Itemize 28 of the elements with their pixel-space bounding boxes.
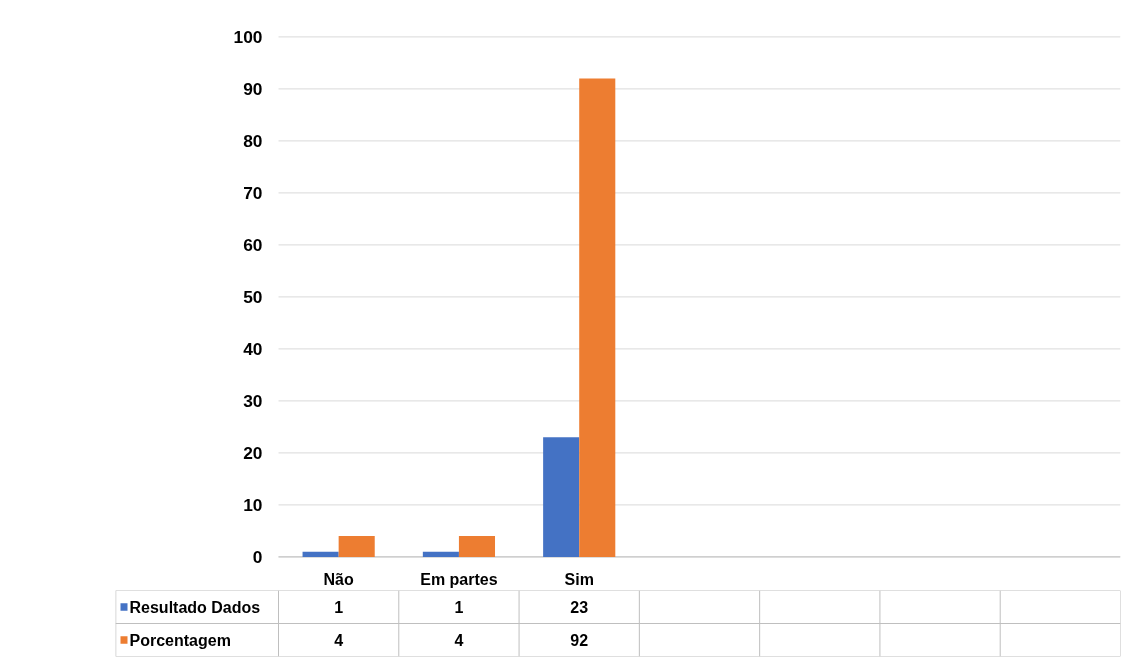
bar [458,536,496,557]
data-label: 4 [334,632,344,649]
y-tick-label: 50 [243,286,263,307]
y-tick-label: 30 [243,390,263,411]
bar [543,437,580,557]
y-tick-label: 0 [252,546,263,567]
data-label: 92 [570,632,589,649]
x-tick-label: Não [323,570,354,588]
y-tick-label: 10 [243,494,263,515]
bar [579,78,616,557]
bar [422,551,459,557]
y-tick-label: 60 [243,234,263,255]
data-label: 4 [454,632,464,649]
bar [302,551,339,557]
legend-label: Porcentagem [129,631,231,649]
data-label: 1 [454,599,464,616]
x-tick-label: Sim [564,570,594,588]
bar [338,536,375,557]
y-tick-label: 20 [243,442,263,463]
data-label: 23 [570,599,589,616]
legend-label: Resultado Dados [129,598,261,616]
x-tick-label: Em partes [420,570,498,588]
y-tick-label: 40 [243,338,263,359]
y-tick-label: 80 [243,130,263,151]
data-label: 1 [334,599,344,616]
y-tick-label: 70 [243,182,263,203]
y-tick-label: 90 [243,78,263,99]
y-tick-label: 100 [233,26,263,47]
